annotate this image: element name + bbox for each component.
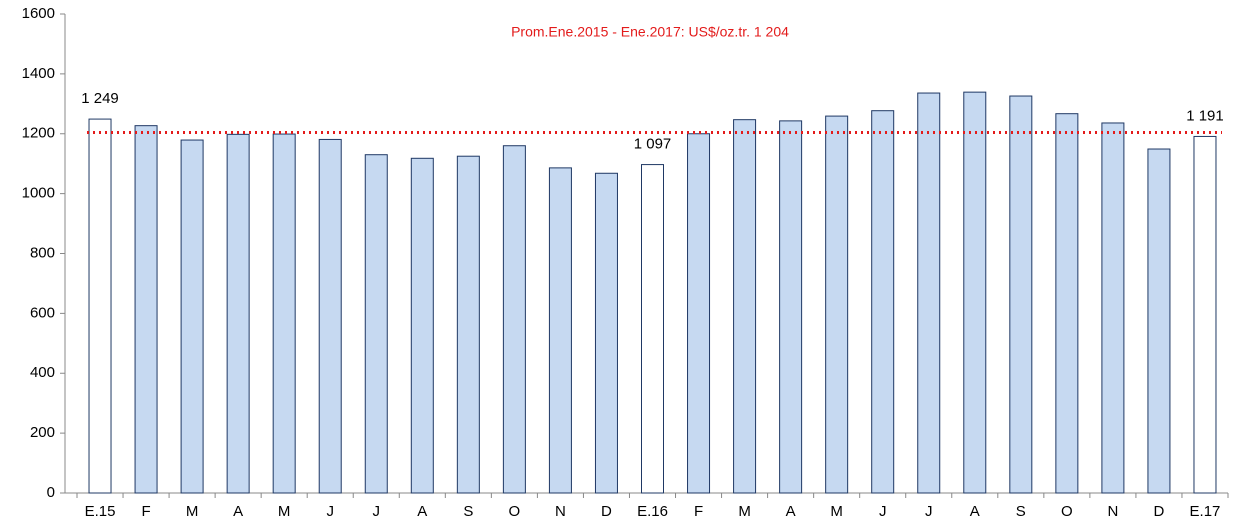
- bar: [917, 92, 941, 494]
- x-tick-label: S: [1016, 503, 1026, 520]
- x-tick-label: O: [509, 503, 521, 520]
- x-tick-label: J: [373, 503, 381, 520]
- bar: [502, 145, 526, 494]
- x-tick-label: D: [1154, 503, 1165, 520]
- x-tick-label: S: [463, 503, 473, 520]
- x-tick-label: F: [141, 503, 150, 520]
- reference-label: Prom.Ene.2015 - Ene.2017: US$/oz.tr. 1 2…: [511, 24, 789, 40]
- value-label: 1 097: [634, 136, 672, 153]
- bar: [733, 119, 757, 494]
- bar: [456, 155, 480, 494]
- bar: [825, 115, 849, 494]
- bar: [272, 133, 296, 494]
- x-tick-label: J: [326, 503, 334, 520]
- x-tick-label: M: [738, 503, 751, 520]
- bar: [364, 154, 388, 494]
- bar: [134, 125, 158, 494]
- bar: [1101, 122, 1125, 494]
- x-tick-label: F: [694, 503, 703, 520]
- y-tick-label: 1600: [22, 5, 55, 22]
- x-tick-label: E.15: [85, 503, 116, 520]
- value-label: 1 249: [81, 90, 119, 107]
- x-tick-label: O: [1061, 503, 1073, 520]
- y-tick-label: 1400: [22, 65, 55, 82]
- bar: [779, 120, 803, 494]
- x-tick-label: A: [233, 503, 243, 520]
- x-tick-label: J: [925, 503, 933, 520]
- bar: [641, 164, 664, 494]
- y-tick-label: 200: [30, 424, 55, 441]
- x-tick-label: N: [1107, 503, 1118, 520]
- bar: [318, 138, 342, 494]
- bar: [410, 157, 434, 494]
- bar: [1055, 113, 1079, 494]
- y-tick-label: 1200: [22, 125, 55, 142]
- y-tick-label: 0: [47, 484, 55, 501]
- x-tick-label: A: [417, 503, 427, 520]
- x-tick-label: N: [555, 503, 566, 520]
- y-tick-label: 600: [30, 304, 55, 321]
- y-tick-label: 1000: [22, 185, 55, 202]
- x-tick-label: E.16: [637, 503, 668, 520]
- x-tick-label: J: [879, 503, 887, 520]
- bar: [594, 172, 618, 494]
- x-tick-label: M: [186, 503, 199, 520]
- bar: [226, 133, 250, 494]
- y-tick-label: 800: [30, 244, 55, 261]
- bar: [1009, 95, 1033, 494]
- bar: [1147, 148, 1171, 494]
- value-label: 1 191: [1186, 107, 1224, 124]
- y-tick-label: 400: [30, 364, 55, 381]
- bar: [548, 167, 572, 494]
- bar: [871, 110, 895, 494]
- x-tick-label: M: [830, 503, 843, 520]
- x-tick-label: D: [601, 503, 612, 520]
- bar: [687, 133, 711, 494]
- bar: [1193, 135, 1217, 494]
- x-tick-label: A: [970, 503, 980, 520]
- bar: [180, 139, 204, 494]
- x-tick-label: E.17: [1190, 503, 1221, 520]
- bar: [963, 91, 987, 494]
- bar: [88, 118, 112, 494]
- x-tick-label: A: [786, 503, 796, 520]
- x-tick-label: M: [278, 503, 291, 520]
